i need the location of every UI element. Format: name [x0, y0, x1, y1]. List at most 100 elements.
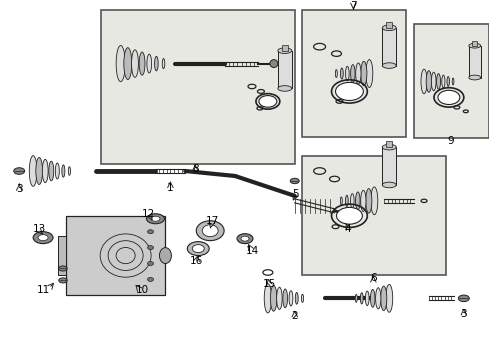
Bar: [302, 10, 406, 137]
Bar: [278, 51, 292, 89]
Ellipse shape: [159, 248, 171, 264]
Ellipse shape: [277, 287, 282, 310]
Bar: [382, 28, 396, 66]
Ellipse shape: [386, 284, 392, 312]
Ellipse shape: [336, 82, 364, 100]
Ellipse shape: [68, 167, 71, 175]
Bar: [469, 46, 481, 77]
Text: 14: 14: [245, 246, 259, 256]
Ellipse shape: [264, 284, 271, 313]
Ellipse shape: [42, 159, 48, 183]
Ellipse shape: [382, 144, 396, 150]
Ellipse shape: [366, 291, 369, 306]
Ellipse shape: [192, 244, 204, 253]
Ellipse shape: [469, 75, 481, 80]
Ellipse shape: [147, 54, 151, 73]
Ellipse shape: [469, 43, 481, 48]
Text: 10: 10: [136, 285, 149, 295]
Ellipse shape: [283, 289, 288, 308]
Ellipse shape: [361, 61, 367, 86]
Ellipse shape: [55, 163, 59, 179]
Text: 6: 6: [370, 274, 377, 283]
Ellipse shape: [382, 25, 396, 31]
Ellipse shape: [295, 292, 298, 304]
Ellipse shape: [382, 63, 396, 68]
Ellipse shape: [301, 294, 303, 302]
Bar: [414, 24, 489, 138]
Ellipse shape: [196, 221, 224, 240]
Ellipse shape: [371, 187, 378, 215]
Ellipse shape: [62, 165, 65, 177]
Text: 7: 7: [350, 1, 357, 11]
Ellipse shape: [33, 232, 53, 244]
Text: 5: 5: [293, 189, 299, 199]
Ellipse shape: [381, 286, 387, 311]
Ellipse shape: [59, 266, 67, 271]
Ellipse shape: [356, 192, 360, 210]
Bar: [282, 45, 288, 51]
Ellipse shape: [278, 86, 292, 91]
Ellipse shape: [376, 288, 381, 309]
Text: 11: 11: [36, 285, 49, 295]
Ellipse shape: [270, 285, 277, 311]
Ellipse shape: [438, 90, 460, 104]
Ellipse shape: [147, 261, 153, 266]
Ellipse shape: [382, 182, 396, 188]
Ellipse shape: [29, 156, 37, 186]
Ellipse shape: [458, 295, 469, 302]
Bar: [382, 147, 396, 185]
Ellipse shape: [370, 289, 375, 307]
Text: 12: 12: [142, 209, 155, 219]
Text: 2: 2: [292, 311, 298, 321]
Text: 9: 9: [447, 136, 454, 146]
Ellipse shape: [131, 50, 138, 77]
Bar: [58, 236, 66, 275]
Ellipse shape: [437, 74, 441, 89]
Ellipse shape: [139, 52, 145, 75]
Text: 15: 15: [263, 279, 276, 289]
Bar: [66, 216, 166, 295]
Ellipse shape: [452, 78, 454, 85]
Ellipse shape: [345, 66, 349, 81]
Bar: [472, 41, 477, 46]
Ellipse shape: [431, 72, 436, 91]
Ellipse shape: [116, 45, 125, 82]
Text: 17: 17: [205, 216, 219, 226]
Ellipse shape: [202, 225, 218, 237]
Ellipse shape: [341, 68, 343, 79]
Ellipse shape: [361, 190, 366, 211]
Ellipse shape: [350, 194, 354, 208]
Ellipse shape: [154, 57, 158, 71]
Bar: [387, 22, 392, 28]
Ellipse shape: [59, 278, 67, 283]
Ellipse shape: [345, 195, 348, 206]
Ellipse shape: [335, 69, 337, 77]
Ellipse shape: [124, 48, 132, 80]
Ellipse shape: [366, 189, 372, 213]
Text: 3: 3: [16, 184, 23, 194]
Text: 13: 13: [32, 224, 46, 234]
Bar: [101, 10, 294, 164]
Text: 8: 8: [192, 164, 198, 174]
Ellipse shape: [337, 207, 363, 224]
Ellipse shape: [147, 214, 165, 224]
Ellipse shape: [36, 158, 43, 184]
Text: 3: 3: [461, 309, 467, 319]
Ellipse shape: [270, 60, 278, 68]
Ellipse shape: [147, 230, 153, 234]
Ellipse shape: [259, 95, 277, 107]
Ellipse shape: [421, 69, 427, 94]
Ellipse shape: [14, 168, 24, 174]
Ellipse shape: [289, 291, 293, 306]
Ellipse shape: [447, 77, 449, 86]
Text: 4: 4: [344, 224, 351, 234]
Ellipse shape: [351, 65, 355, 82]
Ellipse shape: [426, 71, 432, 92]
Ellipse shape: [38, 235, 48, 240]
Ellipse shape: [151, 216, 160, 221]
Ellipse shape: [147, 278, 153, 282]
Text: 1: 1: [167, 183, 174, 193]
Ellipse shape: [366, 60, 373, 87]
Ellipse shape: [355, 294, 357, 302]
Ellipse shape: [278, 48, 292, 53]
